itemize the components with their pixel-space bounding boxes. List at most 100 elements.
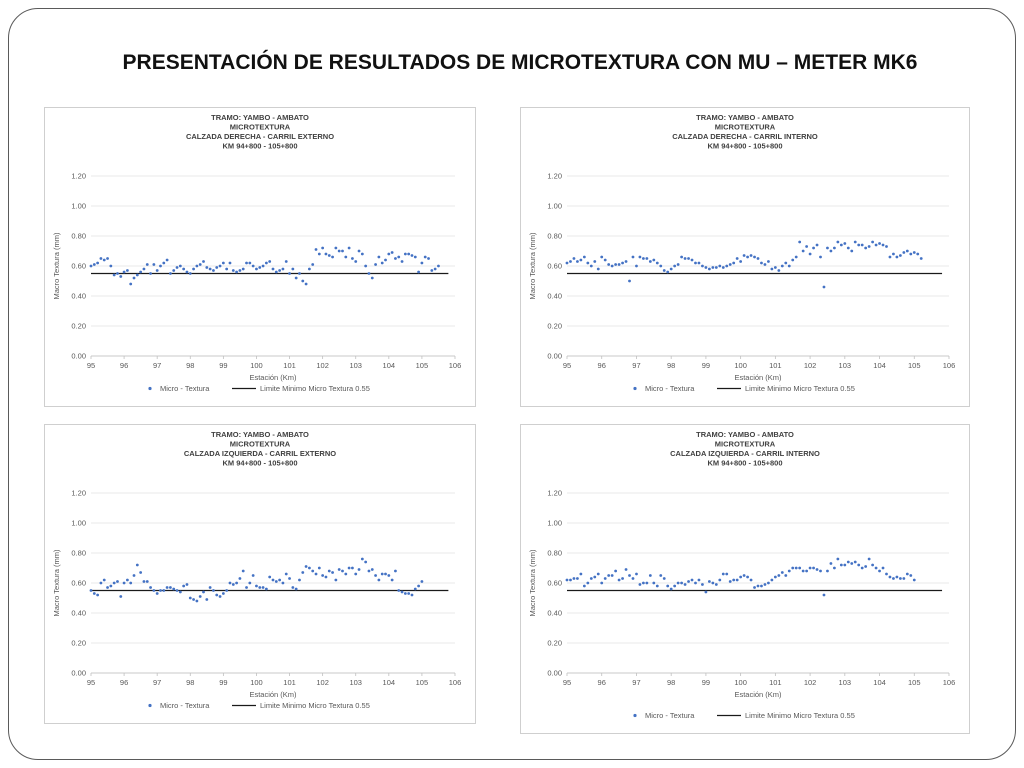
data-point [225,589,229,592]
data-point [241,569,245,573]
data-point [586,261,590,265]
data-point [617,578,621,582]
data-point [853,560,857,564]
data-point [155,269,159,272]
legend-marker-point [633,386,637,391]
data-point [628,279,631,283]
data-point [327,569,331,573]
data-point [225,267,229,271]
data-point [218,264,222,268]
data-point [857,563,861,567]
data-point [690,578,694,582]
x-tick-label: 105 [908,361,921,370]
y-tick-label: 0.60 [71,262,86,271]
data-point [261,264,265,268]
data-point [172,269,176,272]
data-point [760,584,763,588]
data-point [413,255,417,259]
data-point [839,563,843,567]
data-point [850,249,854,253]
y-tick-label: 0.60 [71,579,86,588]
data-point [288,577,291,580]
data-point [680,581,683,585]
data-point [905,572,909,576]
y-tick-label: 0.60 [547,262,562,271]
y-tick-label: 0.80 [71,549,86,558]
x-tick-label: 95 [563,361,571,370]
data-point [853,240,857,244]
y-tick-label: 0.60 [547,579,562,588]
data-point [683,257,687,260]
x-tick-label: 104 [383,678,396,687]
x-tick-label: 100 [734,361,747,370]
data-point [874,243,878,247]
data-point [912,251,916,254]
data-point [645,581,649,585]
legend-label-limit: Limite Minimo Micro Textura 0.55 [745,711,855,720]
data-point [888,575,892,579]
data-point [895,575,899,579]
data-point [784,574,788,577]
x-tick-label: 100 [250,361,263,370]
data-point [258,586,262,589]
data-point [129,282,133,286]
chart-title-line: MICROTEXTURA [230,123,291,132]
data-point [384,572,387,576]
data-point [839,243,843,247]
x-tick-label: 99 [702,678,710,687]
data-point [701,583,704,586]
data-point [878,242,881,245]
data-point [742,574,746,577]
x-tick-label: 98 [667,678,675,687]
data-point [433,267,437,271]
data-point [607,263,611,266]
data-point [596,267,600,271]
data-point [420,261,424,265]
y-tick-label: 0.00 [547,669,562,678]
data-point [427,257,430,260]
data-point [662,577,666,580]
data-point [565,578,569,582]
data-point [268,260,272,263]
legend-marker-point [148,386,152,391]
data-point [317,252,321,256]
x-tick-label: 105 [908,678,921,687]
data-point [732,578,736,582]
data-point [228,261,232,265]
data-point [826,569,829,573]
data-point [725,572,729,576]
data-point [182,584,186,588]
data-point [139,571,143,574]
data-point [347,246,351,250]
data-point [394,257,397,260]
data-point [344,255,348,259]
data-point [334,578,338,582]
y-tick-label: 0.00 [71,352,86,361]
data-point [178,264,182,268]
data-point [221,592,225,595]
data-point [631,255,635,259]
data-point [284,572,288,576]
y-tick-label: 0.40 [547,292,562,301]
y-axis-label: Macro Textura (mm) [52,549,61,616]
data-point [218,595,222,598]
y-tick-label: 0.40 [71,609,86,618]
data-point [864,246,868,250]
data-point [122,581,126,585]
x-tick-label: 104 [873,361,886,370]
data-point [642,257,645,260]
data-point [763,583,767,586]
data-point [728,580,732,583]
data-point [735,257,739,260]
chart-title-line: CALZADA DERECHA - CARRIL INTERNO [672,132,818,141]
data-point [380,572,384,576]
data-point [635,572,638,576]
y-tick-label: 0.80 [547,549,562,558]
data-point [843,563,847,567]
data-point [704,266,708,269]
data-point [655,261,659,265]
data-point [397,589,401,592]
data-point [407,252,411,256]
data-point [364,560,368,564]
data-point [885,572,888,576]
